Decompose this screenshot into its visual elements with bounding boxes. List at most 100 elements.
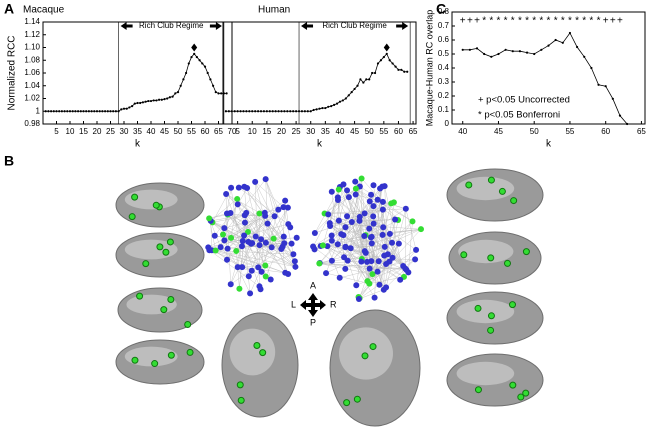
significance-symbol: *: [482, 16, 486, 27]
y-tick-label: 1.04: [24, 81, 40, 90]
data-point: [77, 110, 80, 113]
data-point: [225, 92, 228, 95]
node: [353, 282, 360, 289]
data-point: [68, 110, 72, 113]
node: [375, 258, 382, 265]
data-point: [179, 84, 182, 87]
edge: [214, 204, 238, 236]
node: [370, 220, 377, 227]
node: [340, 181, 347, 188]
node: [366, 225, 373, 232]
edge: [382, 201, 406, 209]
data-point: [44, 110, 47, 113]
node: [487, 254, 495, 262]
compass-label: A: [310, 280, 316, 290]
node: [236, 381, 244, 389]
node: [271, 213, 278, 220]
node: [342, 244, 349, 251]
data-point: [394, 65, 397, 68]
node: [348, 219, 355, 226]
node: [282, 197, 289, 204]
node: [474, 304, 482, 312]
x-tick-label: 55: [187, 127, 196, 136]
node: [376, 281, 383, 288]
node: [336, 274, 343, 281]
data-point: [300, 110, 304, 113]
data-point: [136, 101, 139, 105]
data-point: [201, 62, 204, 65]
edge: [350, 186, 361, 249]
node: [236, 285, 243, 292]
node: [290, 251, 297, 258]
y-tick-label: 0.7: [438, 21, 450, 30]
edge: [405, 208, 417, 250]
edge: [329, 222, 365, 252]
node: [413, 246, 420, 253]
node: [206, 215, 213, 222]
node: [389, 254, 396, 261]
node: [212, 247, 219, 254]
brain-shade: [229, 328, 276, 376]
edge: [284, 200, 289, 225]
node: [412, 256, 419, 263]
data-point: [155, 99, 158, 102]
node: [156, 243, 164, 251]
node: [234, 201, 241, 208]
node: [244, 228, 251, 235]
node: [379, 198, 386, 205]
node: [392, 216, 399, 223]
data-point: [382, 55, 385, 59]
y-tick-label: 0.3: [438, 77, 450, 86]
significance-symbol: +: [617, 16, 623, 27]
node: [262, 176, 269, 183]
node: [487, 326, 495, 334]
data-point: [483, 52, 486, 56]
node: [285, 221, 292, 228]
data-point: [518, 50, 522, 53]
node: [405, 269, 412, 276]
significance-symbol: +: [460, 16, 466, 27]
data-point: [125, 107, 128, 110]
node: [241, 219, 248, 226]
data-point: [388, 59, 391, 62]
data-point: [403, 70, 406, 73]
node: [223, 190, 230, 197]
significance-symbol: *: [489, 16, 493, 27]
node: [355, 295, 362, 302]
significance-symbol: *: [525, 16, 529, 27]
node: [383, 261, 390, 268]
node: [247, 290, 254, 297]
edge: [374, 188, 381, 298]
significance-symbol: *: [561, 16, 565, 27]
data-point: [206, 71, 209, 75]
x-tick-label: 5: [54, 127, 59, 136]
y-axis-label: Normalized RCC: [7, 35, 18, 110]
x-tick-label: 50: [530, 127, 539, 136]
node: [248, 267, 255, 274]
node: [238, 243, 245, 250]
data-point: [583, 55, 586, 58]
node: [291, 258, 298, 265]
node: [335, 217, 342, 224]
node: [239, 264, 246, 271]
data-point: [71, 110, 74, 113]
data-point: [141, 101, 144, 104]
x-tick-label: 25: [292, 127, 301, 136]
significance-symbol: *: [582, 16, 586, 27]
peak-marker: [383, 43, 390, 52]
node: [152, 201, 160, 209]
data-point: [353, 87, 356, 91]
x-axis-label: k: [317, 139, 323, 150]
data-point: [58, 110, 61, 113]
edge: [244, 222, 286, 273]
chart-title: Macaque: [23, 5, 65, 16]
edge: [227, 214, 253, 244]
node: [379, 231, 386, 238]
edge: [338, 220, 345, 258]
data-point: [236, 110, 239, 113]
node: [128, 213, 136, 221]
edge: [209, 250, 259, 268]
edge: [261, 209, 279, 272]
node: [186, 348, 194, 356]
x-tick-label: 5: [235, 127, 240, 136]
